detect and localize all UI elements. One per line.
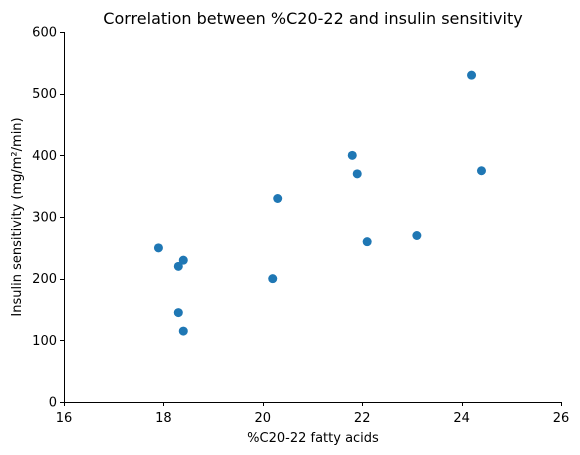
x-axis-label: %C20-22 fatty acids bbox=[247, 431, 379, 446]
y-axis-label: Insulin sensitivity (mg/m²/min) bbox=[10, 117, 25, 316]
data-point bbox=[273, 194, 283, 203]
chart-title: Correlation between %C20-22 and insulin … bbox=[103, 9, 522, 28]
data-point bbox=[362, 237, 372, 247]
y-tick-label: 500 bbox=[32, 87, 57, 102]
data-point bbox=[153, 243, 163, 253]
data-point bbox=[347, 150, 357, 160]
y-tick-label: 0 bbox=[49, 396, 57, 411]
x-tick-label: 22 bbox=[354, 411, 371, 426]
y-tick-label: 100 bbox=[32, 334, 57, 349]
data-point bbox=[178, 326, 188, 336]
x-tick-label: 26 bbox=[553, 411, 570, 426]
data-point bbox=[476, 166, 486, 176]
data-point bbox=[173, 308, 183, 318]
data-point bbox=[178, 255, 188, 265]
axis-ticks: 16 18 20 22 24 26 0 100 200 300 400 500 600 bbox=[32, 26, 569, 427]
data-point bbox=[467, 70, 477, 80]
x-tick-label: 24 bbox=[453, 411, 470, 426]
y-tick-label: 600 bbox=[32, 26, 57, 41]
data-point bbox=[173, 261, 183, 271]
x-tick-label: 16 bbox=[56, 411, 73, 426]
data-point bbox=[352, 169, 362, 179]
x-tick-label: 18 bbox=[155, 411, 172, 426]
x-tick-label: 20 bbox=[255, 411, 272, 426]
y-tick-label: 300 bbox=[32, 211, 57, 226]
data-point bbox=[412, 231, 422, 240]
data-points bbox=[153, 70, 486, 336]
data-point bbox=[268, 274, 278, 284]
y-tick-label: 200 bbox=[32, 272, 57, 287]
y-tick-label: 400 bbox=[32, 149, 57, 164]
